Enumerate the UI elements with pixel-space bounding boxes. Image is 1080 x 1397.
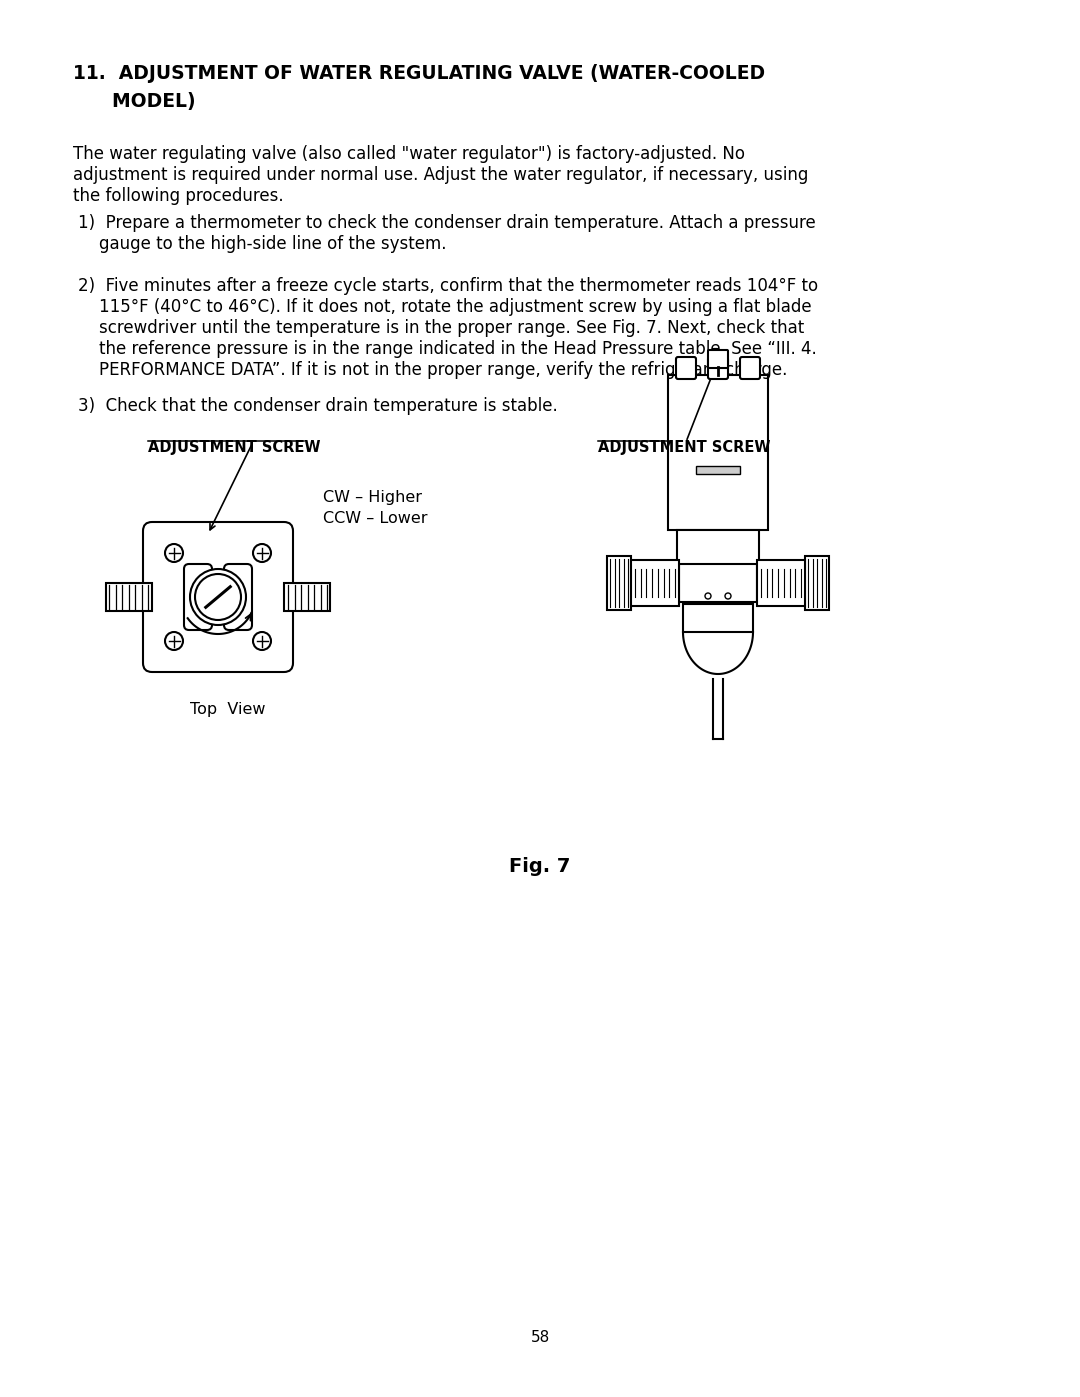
- Text: the reference pressure is in the range indicated in the Head Pressure table. See: the reference pressure is in the range i…: [78, 339, 816, 358]
- Circle shape: [253, 631, 271, 650]
- Bar: [805, 556, 829, 610]
- FancyBboxPatch shape: [143, 522, 293, 672]
- Text: the following procedures.: the following procedures.: [73, 187, 284, 205]
- Circle shape: [253, 543, 271, 562]
- Circle shape: [165, 543, 183, 562]
- Text: PERFORMANCE DATA”. If it is not in the proper range, verify the refrigerant char: PERFORMANCE DATA”. If it is not in the p…: [78, 360, 787, 379]
- Bar: [677, 529, 759, 564]
- Circle shape: [705, 592, 711, 599]
- Text: ADJUSTMENT SCREW: ADJUSTMENT SCREW: [598, 440, 770, 455]
- Text: 1)  Prepare a thermometer to check the condenser drain temperature. Attach a pre: 1) Prepare a thermometer to check the co…: [78, 214, 815, 232]
- Bar: [757, 560, 805, 606]
- Bar: [669, 374, 768, 529]
- FancyBboxPatch shape: [184, 564, 212, 630]
- Text: 11.  ADJUSTMENT OF WATER REGULATING VALVE (WATER-COOLED: 11. ADJUSTMENT OF WATER REGULATING VALVE…: [73, 64, 765, 82]
- FancyBboxPatch shape: [676, 358, 696, 379]
- Circle shape: [165, 631, 183, 650]
- Text: CW – Higher: CW – Higher: [323, 490, 422, 504]
- Text: CCW – Lower: CCW – Lower: [323, 511, 428, 527]
- Text: gauge to the high-side line of the system.: gauge to the high-side line of the syste…: [78, 235, 446, 253]
- Bar: [607, 556, 631, 610]
- Text: The water regulating valve (also called "water regulator") is factory-adjusted. : The water regulating valve (also called …: [73, 145, 745, 163]
- Circle shape: [195, 574, 241, 620]
- Text: Fig. 7: Fig. 7: [510, 856, 570, 876]
- FancyBboxPatch shape: [708, 358, 728, 379]
- Text: 2)  Five minutes after a freeze cycle starts, confirm that the thermometer reads: 2) Five minutes after a freeze cycle sta…: [78, 277, 819, 295]
- Text: Top  View: Top View: [190, 703, 266, 717]
- Bar: [679, 564, 757, 602]
- Text: adjustment is required under normal use. Adjust the water regulator, if necessar: adjustment is required under normal use.…: [73, 166, 808, 184]
- Circle shape: [190, 569, 246, 624]
- Bar: [683, 604, 753, 631]
- FancyBboxPatch shape: [708, 351, 728, 367]
- FancyBboxPatch shape: [740, 358, 760, 379]
- Text: 58: 58: [530, 1330, 550, 1345]
- Text: screwdriver until the temperature is in the proper range. See Fig. 7. Next, chec: screwdriver until the temperature is in …: [78, 319, 805, 337]
- Text: ADJUSTMENT SCREW: ADJUSTMENT SCREW: [148, 440, 321, 455]
- Text: MODEL): MODEL): [73, 92, 195, 110]
- Bar: [631, 560, 679, 606]
- Text: 3)  Check that the condenser drain temperature is stable.: 3) Check that the condenser drain temper…: [78, 397, 557, 415]
- Bar: [696, 467, 740, 474]
- Text: 115°F (40°C to 46°C). If it does not, rotate the adjustment screw by using a fla: 115°F (40°C to 46°C). If it does not, ro…: [78, 298, 812, 316]
- Bar: [284, 583, 330, 610]
- Bar: [106, 583, 152, 610]
- FancyBboxPatch shape: [224, 564, 252, 630]
- Circle shape: [725, 592, 731, 599]
